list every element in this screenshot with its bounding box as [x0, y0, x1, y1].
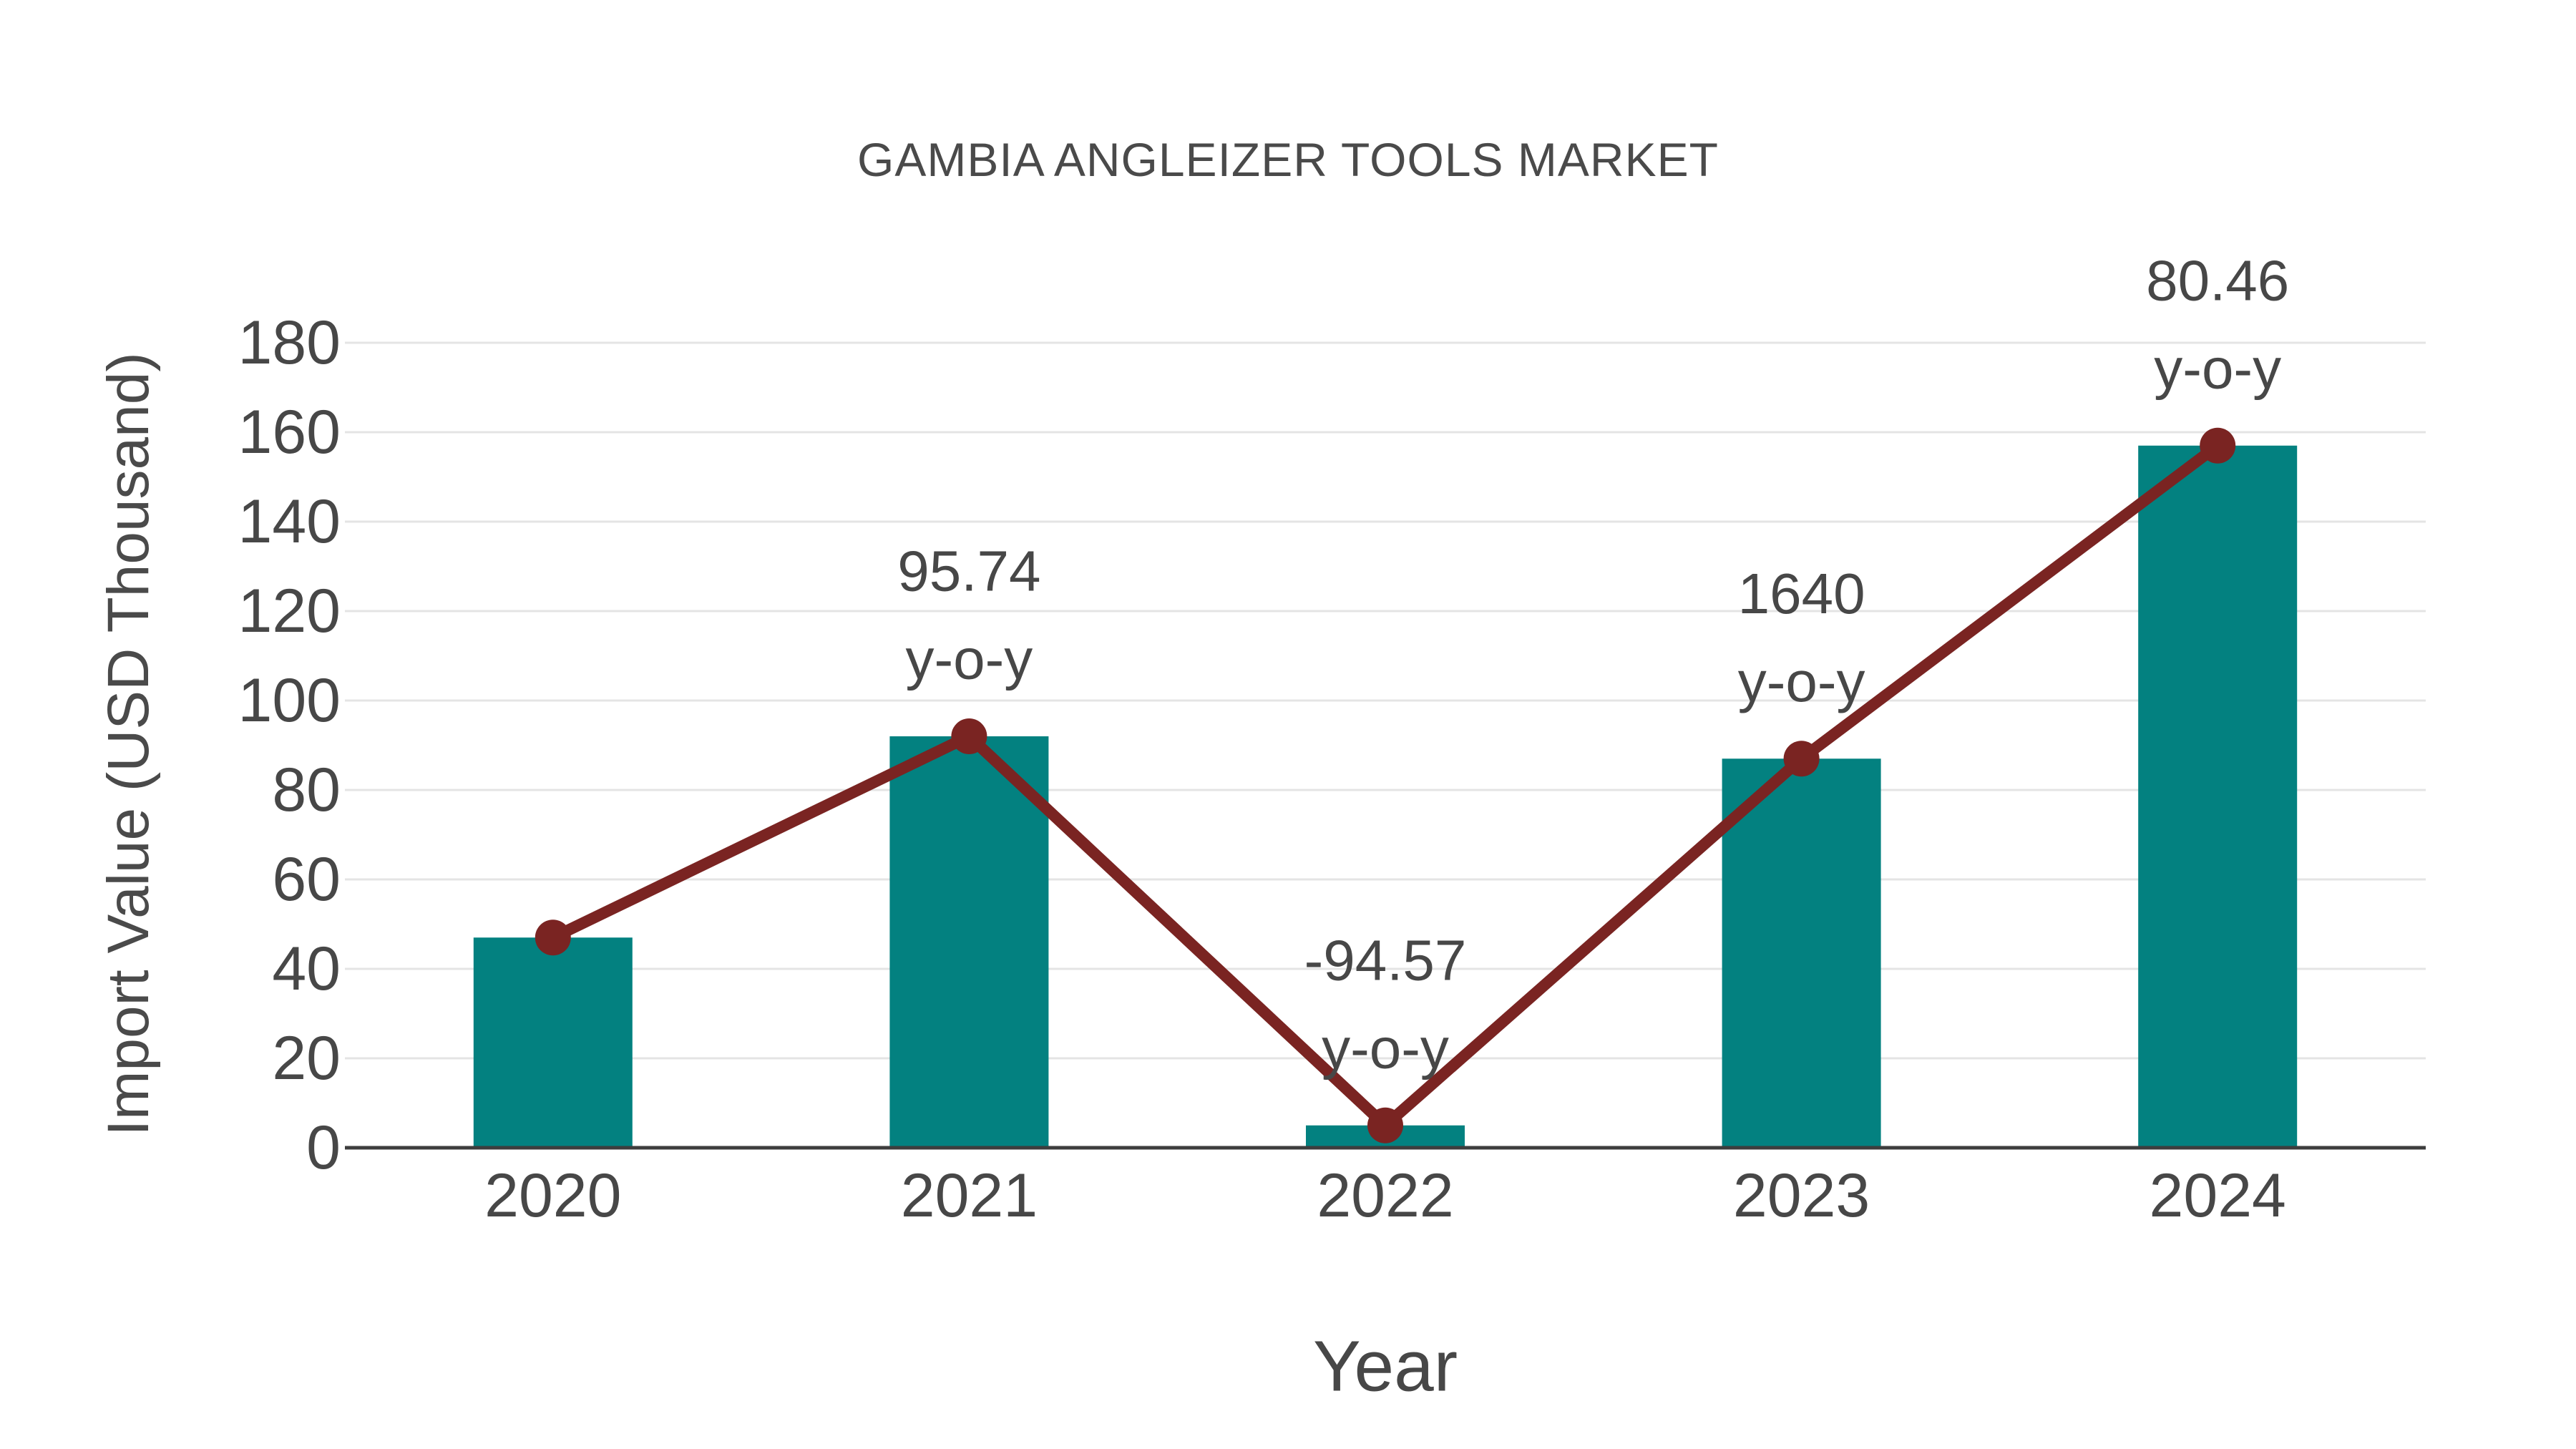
annotation-unit-label: y-o-y	[1322, 1016, 1449, 1080]
annotation-unit-label: y-o-y	[906, 628, 1033, 691]
y-tick-label: 80	[272, 756, 341, 824]
data-point-marker	[1783, 741, 1820, 777]
y-tick-label: 0	[306, 1113, 341, 1182]
x-tick-label: 2020	[484, 1161, 621, 1230]
annotation-value: 1640	[1738, 562, 1865, 625]
annotation-unit-label: y-o-y	[1738, 650, 1865, 713]
y-tick-label: 140	[238, 487, 341, 556]
data-point-marker	[535, 919, 571, 956]
chart-title: GAMBIA ANGLEIZER TOOLS MARKET	[857, 133, 1719, 186]
x-tick-label: 2023	[1733, 1161, 1870, 1230]
y-tick-label: 40	[272, 935, 341, 1003]
bar	[1722, 758, 1881, 1148]
y-tick-label: 100	[238, 666, 341, 735]
annotation-value: 80.46	[2146, 248, 2289, 312]
annotation-value: 95.74	[897, 540, 1040, 603]
x-tick-label: 2021	[901, 1161, 1038, 1230]
y-tick-label: 120	[238, 577, 341, 645]
bar	[473, 937, 633, 1148]
y-tick-label: 60	[272, 845, 341, 914]
x-tick-label: 2024	[2150, 1161, 2286, 1230]
data-point-marker	[951, 718, 987, 754]
x-tick-label: 2022	[1317, 1161, 1453, 1230]
y-tick-label: 180	[238, 308, 341, 377]
bar	[889, 736, 1049, 1148]
data-point-marker	[1367, 1107, 1403, 1143]
bar	[2138, 445, 2298, 1148]
data-point-marker	[2200, 427, 2236, 464]
y-tick-label: 160	[238, 398, 341, 467]
annotation-value: -94.57	[1304, 928, 1467, 992]
annotation-unit-label: y-o-y	[2154, 336, 2281, 400]
x-axis-title: Year	[1312, 1326, 1458, 1407]
y-tick-label: 20	[272, 1024, 341, 1093]
